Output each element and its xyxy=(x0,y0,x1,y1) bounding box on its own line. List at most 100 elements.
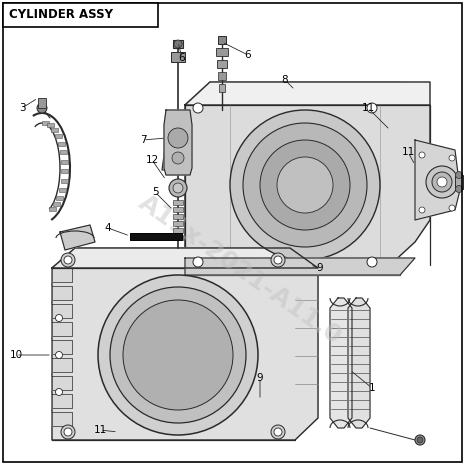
Polygon shape xyxy=(52,322,72,336)
Circle shape xyxy=(98,275,258,435)
Polygon shape xyxy=(415,140,460,220)
Circle shape xyxy=(367,103,377,113)
Bar xyxy=(217,60,227,68)
Bar xyxy=(51,128,59,132)
Polygon shape xyxy=(52,376,72,390)
Circle shape xyxy=(277,157,333,213)
Bar xyxy=(60,150,67,154)
Circle shape xyxy=(64,256,72,264)
Text: 9: 9 xyxy=(317,263,323,273)
Bar xyxy=(53,202,60,206)
Bar xyxy=(56,196,63,199)
Circle shape xyxy=(61,425,75,439)
Circle shape xyxy=(193,103,203,113)
Polygon shape xyxy=(52,412,72,426)
Circle shape xyxy=(110,287,246,423)
Circle shape xyxy=(367,257,377,267)
Text: 3: 3 xyxy=(19,103,25,113)
Circle shape xyxy=(432,172,452,192)
Polygon shape xyxy=(330,298,352,428)
Text: 8: 8 xyxy=(282,75,288,85)
Circle shape xyxy=(415,435,425,445)
Circle shape xyxy=(274,256,282,264)
Circle shape xyxy=(169,179,187,197)
Bar xyxy=(61,169,68,173)
Circle shape xyxy=(271,253,285,267)
Polygon shape xyxy=(164,110,192,175)
Polygon shape xyxy=(185,82,430,265)
Bar xyxy=(173,221,183,226)
Circle shape xyxy=(419,207,425,213)
Bar xyxy=(173,228,183,233)
Bar xyxy=(60,179,67,183)
Text: 11: 11 xyxy=(401,147,415,157)
Circle shape xyxy=(271,425,285,439)
Circle shape xyxy=(172,152,184,164)
Circle shape xyxy=(123,300,233,410)
Bar xyxy=(59,187,66,192)
Text: 11: 11 xyxy=(93,425,106,435)
Polygon shape xyxy=(185,82,430,105)
Text: 12: 12 xyxy=(146,155,159,165)
Bar xyxy=(42,121,49,125)
Polygon shape xyxy=(348,298,370,428)
Text: 5: 5 xyxy=(152,187,158,197)
Bar xyxy=(3,3,158,27)
Circle shape xyxy=(417,437,423,443)
Polygon shape xyxy=(52,248,318,440)
Bar xyxy=(173,40,183,48)
Text: 7: 7 xyxy=(140,135,146,145)
Text: A11x-2021-A11.0: A11x-2021-A11.0 xyxy=(134,191,346,349)
Circle shape xyxy=(243,123,367,247)
Circle shape xyxy=(426,166,458,198)
Circle shape xyxy=(449,205,455,211)
Circle shape xyxy=(37,103,47,113)
Bar xyxy=(58,142,65,146)
Circle shape xyxy=(55,314,62,321)
Circle shape xyxy=(437,177,447,187)
Bar xyxy=(61,159,68,164)
Circle shape xyxy=(274,428,282,436)
Bar xyxy=(38,98,46,108)
Polygon shape xyxy=(52,268,72,282)
Circle shape xyxy=(168,128,188,148)
Circle shape xyxy=(61,253,75,267)
Bar xyxy=(55,134,62,138)
Text: 4: 4 xyxy=(105,223,111,233)
Circle shape xyxy=(173,183,183,193)
Polygon shape xyxy=(60,225,95,250)
Circle shape xyxy=(456,186,463,193)
Polygon shape xyxy=(52,394,72,408)
Circle shape xyxy=(55,388,62,396)
Polygon shape xyxy=(52,340,72,354)
Bar xyxy=(173,214,183,219)
Text: 1: 1 xyxy=(369,383,375,393)
Circle shape xyxy=(55,352,62,359)
Text: 10: 10 xyxy=(9,350,23,360)
Circle shape xyxy=(456,172,463,179)
Bar xyxy=(48,207,56,212)
Bar xyxy=(219,84,225,92)
Bar xyxy=(218,36,226,44)
Circle shape xyxy=(174,40,182,48)
Polygon shape xyxy=(52,248,318,268)
Text: CYLINDER ASSY: CYLINDER ASSY xyxy=(9,8,113,21)
Bar xyxy=(47,123,54,127)
Polygon shape xyxy=(185,258,415,275)
Bar xyxy=(455,175,463,189)
Bar xyxy=(171,52,185,62)
Circle shape xyxy=(260,140,350,230)
Polygon shape xyxy=(52,286,72,300)
Circle shape xyxy=(64,428,72,436)
Bar xyxy=(130,233,182,240)
Bar xyxy=(173,207,183,212)
Text: 11: 11 xyxy=(361,103,375,113)
Bar xyxy=(173,200,183,205)
Circle shape xyxy=(449,155,455,161)
Text: 6: 6 xyxy=(179,53,186,63)
Bar xyxy=(218,72,226,80)
Text: 6: 6 xyxy=(245,50,251,60)
Circle shape xyxy=(419,152,425,158)
Text: 9: 9 xyxy=(257,373,263,383)
Circle shape xyxy=(193,257,203,267)
